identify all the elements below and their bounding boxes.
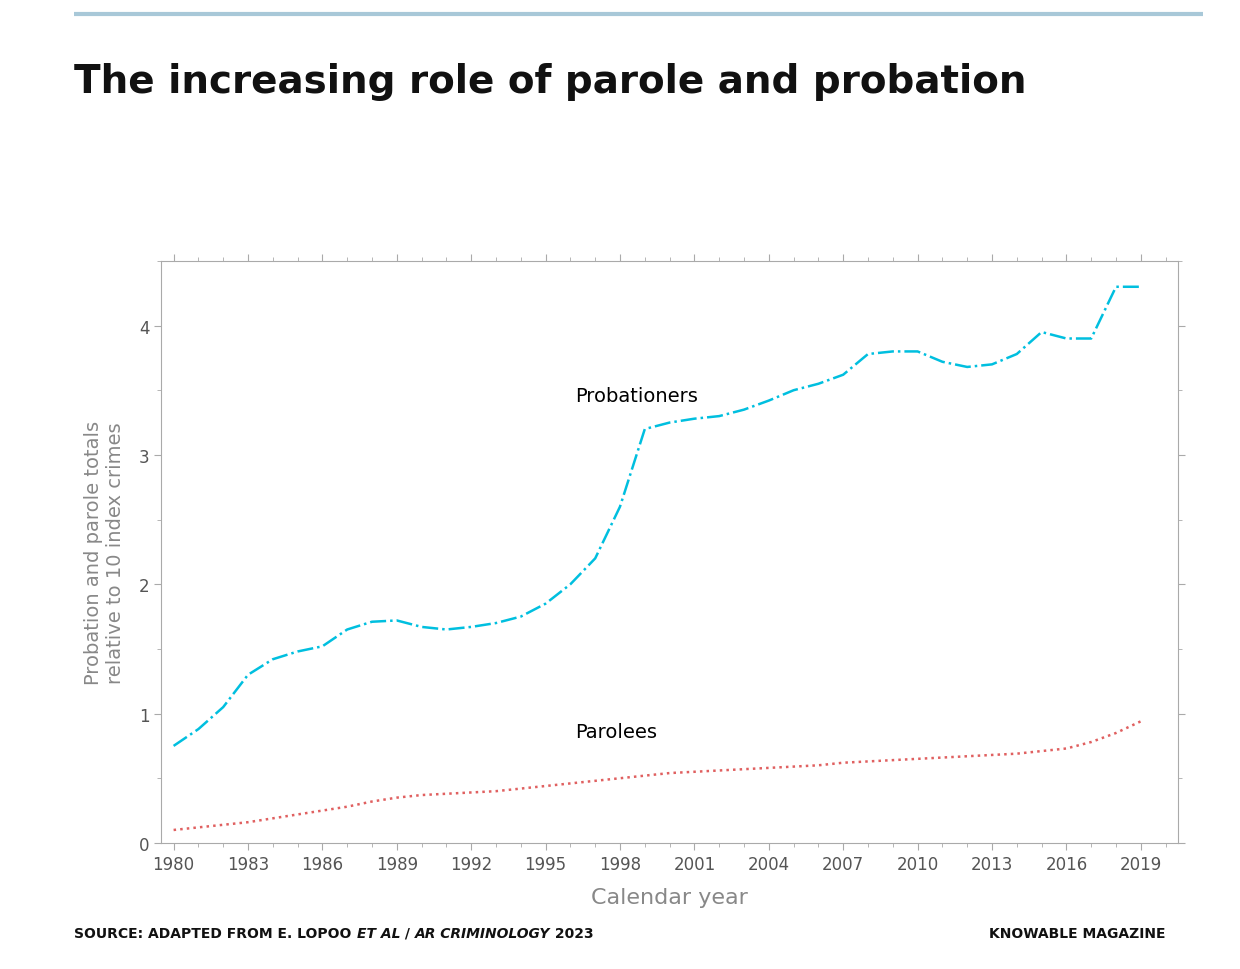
Text: Parolees: Parolees: [575, 722, 657, 741]
Text: SOURCE: ADAPTED FROM E. LOPOO: SOURCE: ADAPTED FROM E. LOPOO: [74, 926, 357, 940]
Text: 2023: 2023: [551, 926, 594, 940]
Text: /: /: [401, 926, 415, 940]
X-axis label: Calendar year: Calendar year: [591, 887, 748, 907]
Y-axis label: Probation and parole totals
relative to 10 index crimes: Probation and parole totals relative to …: [84, 421, 125, 684]
Text: AR CRIMINOLOGY: AR CRIMINOLOGY: [415, 926, 551, 940]
Text: ET AL: ET AL: [357, 926, 401, 940]
Text: The increasing role of parole and probation: The increasing role of parole and probat…: [74, 63, 1027, 101]
Text: Probationers: Probationers: [575, 387, 698, 405]
Text: KNOWABLE MAGAZINE: KNOWABLE MAGAZINE: [990, 926, 1166, 940]
